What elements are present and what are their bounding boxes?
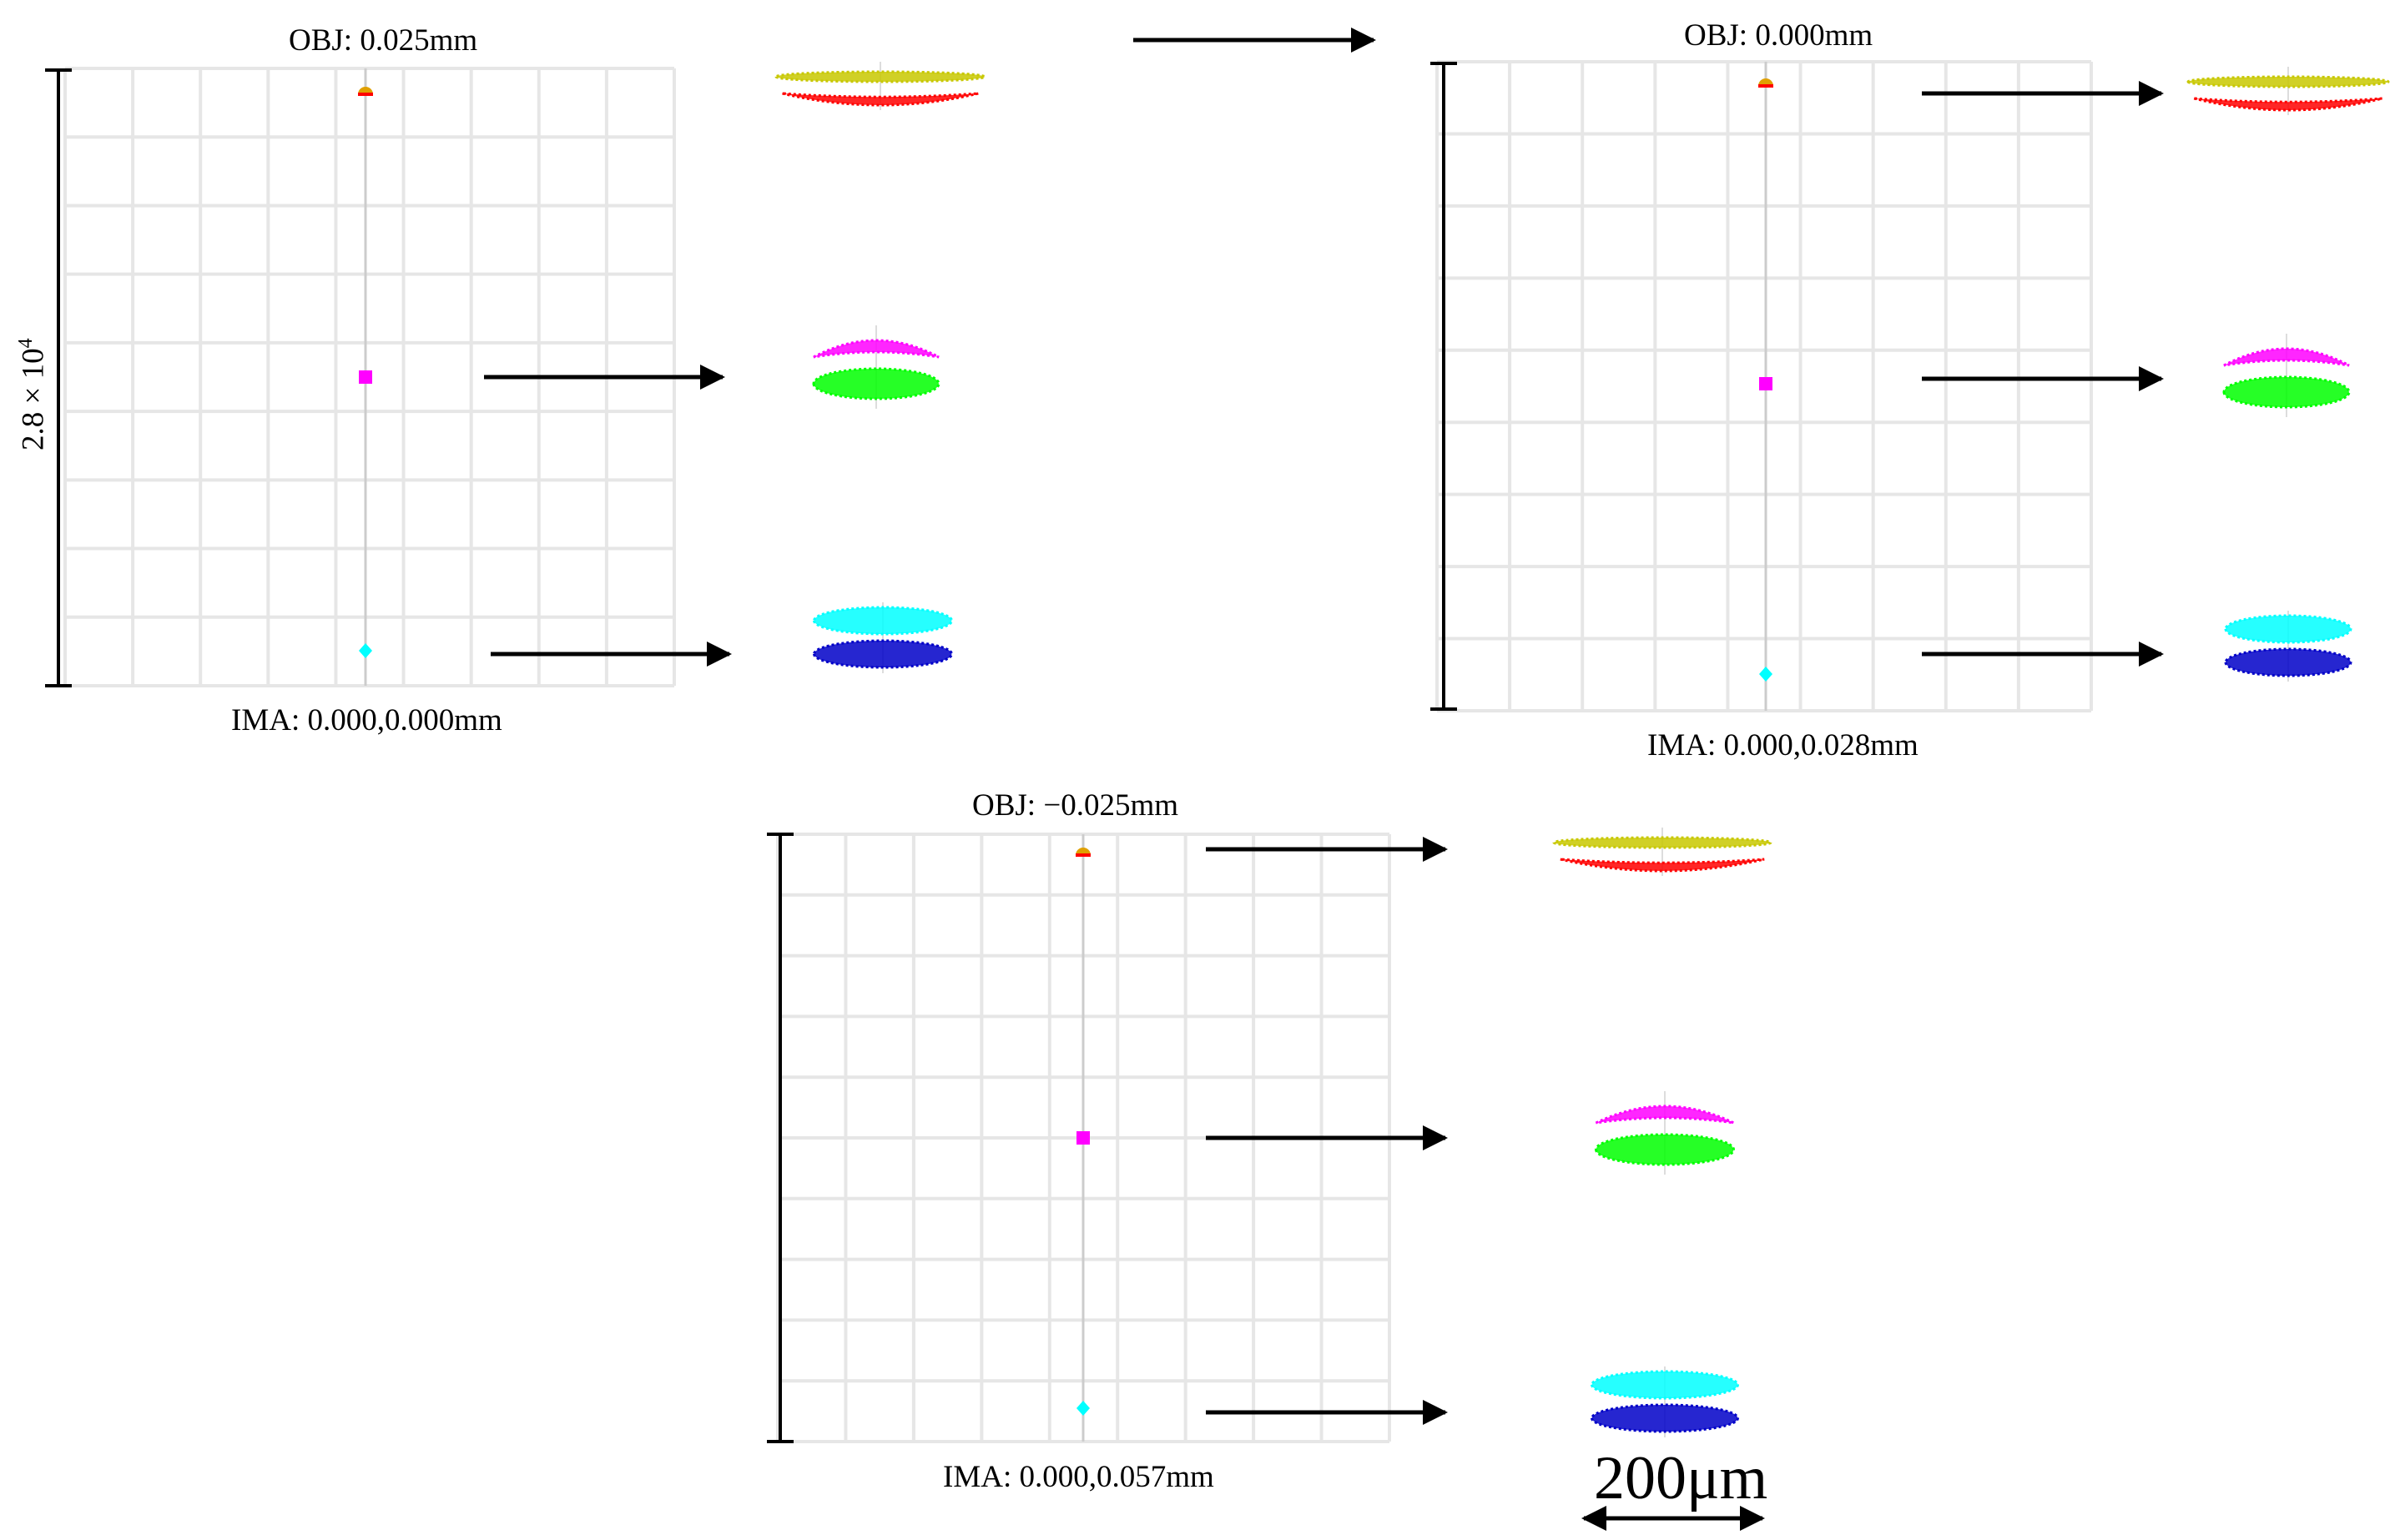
panel-1-obj-label: OBJ: 0.025mm [289, 23, 478, 58]
panel-1-bot-spot-cyan-shape [812, 606, 954, 636]
panel-3-mid-spot-magenta [1595, 1105, 1735, 1125]
panel-3-bot-spot-cyan [1590, 1370, 1740, 1400]
panel-2-mid-spot-magenta-shape [2223, 347, 2350, 367]
panel-1-top-spot-red-shape [782, 92, 979, 107]
panel-2-top-spot-red [2193, 97, 2383, 112]
panel-1-spot-top-base [358, 93, 373, 96]
panel-1-spot-top [358, 87, 373, 94]
panel-3-top-spot-red [1560, 858, 1765, 873]
panel-2-bot-spot-cyan-shape [2224, 614, 2352, 644]
panel-2-spot-bottom [1759, 667, 1772, 682]
panel-3-bot-spot-blue-shape [1590, 1403, 1740, 1433]
panel-3-top-spot-yellow-shape [1552, 836, 1772, 849]
panel-3-mid-spot-green-shape [1594, 1133, 1736, 1166]
panel-1-bot-spot-cyan [812, 606, 954, 636]
panel-3-obj-label: OBJ: −0.025mm [972, 788, 1179, 823]
panel-2-top-spot-yellow-shape [2186, 75, 2390, 88]
panel-1-top-spot-yellow-shape [774, 70, 986, 83]
panel-2-mid-spot-green-shape [2222, 375, 2351, 409]
panel-2-bot-spot-cyan [2224, 614, 2352, 644]
panel-1-bot-spot-blue-shape [812, 639, 954, 669]
panel-3-bot-spot-blue [1590, 1403, 1740, 1433]
panel-3-spot-middle [1076, 1131, 1090, 1145]
panel-1-mid-spot-magenta [813, 339, 940, 359]
panel-1-mid-spot-magenta-shape [813, 339, 940, 359]
panel-1-spot-bottom [359, 643, 372, 658]
panel-3-spot-top [1076, 848, 1091, 855]
panel-2-mid-spot-magenta [2223, 347, 2350, 367]
panel-2-spot-middle [1759, 377, 1772, 390]
panel-2-top-spot-yellow [2186, 75, 2390, 88]
panel-1-mid-spot-green [812, 367, 940, 400]
panel-1-ima-label: IMA: 0.000,0.000mm [231, 703, 502, 737]
panel-2-spot-top-base [1758, 84, 1773, 88]
panel-3-bot-spot-cyan-shape [1590, 1370, 1740, 1400]
panel-3-ima-label: IMA: 0.000,0.057mm [943, 1460, 1214, 1494]
panel-1-spot-middle [359, 370, 372, 384]
panel-3-spot-top-base [1076, 853, 1091, 857]
panel-2-mid-spot-green [2222, 375, 2351, 409]
panel-3-top-spot-yellow [1552, 836, 1772, 849]
panel-2-bot-spot-blue-shape [2224, 647, 2352, 677]
panel-2-obj-label: OBJ: 0.000mm [1684, 18, 1873, 53]
panel-3-spot-bottom [1076, 1401, 1090, 1416]
scale-bar-label: 200μm [1594, 1444, 1768, 1512]
panel-3-mid-spot-magenta-shape [1595, 1105, 1735, 1125]
panel-1-bot-spot-blue [812, 639, 954, 669]
panel-1-mid-spot-green-shape [812, 367, 940, 400]
panel-1-scale-label: 2.8 × 104 [15, 338, 51, 450]
panel-2-top-spot-red-shape [2193, 97, 2383, 112]
panel-1-top-spot-red [782, 92, 979, 107]
panel-3-mid-spot-green [1594, 1133, 1736, 1166]
panel-2-ima-label: IMA: 0.000,0.028mm [1647, 728, 1918, 762]
panel-2-bot-spot-blue [2224, 647, 2352, 677]
panel-3-top-spot-red-shape [1560, 858, 1765, 873]
panel-1-top-spot-yellow [774, 70, 986, 83]
panel-2-spot-top [1758, 78, 1773, 86]
